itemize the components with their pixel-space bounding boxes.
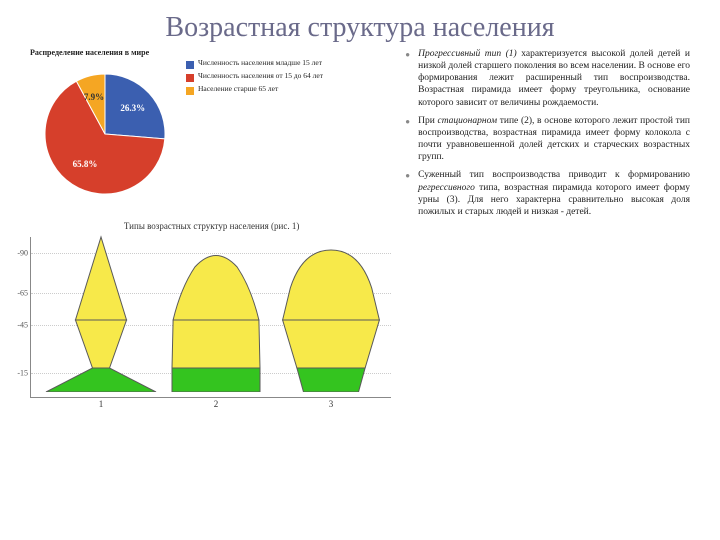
bullet-icon: ● (405, 169, 410, 218)
pyramid-shapes (31, 232, 391, 397)
bullet-text-3: Суженный тип воспроизводства приводит к … (418, 169, 690, 218)
pie-title: Распределение населения в мире (30, 48, 393, 57)
bullet-text-2: При стационарном типе (2), в основе кото… (418, 115, 690, 164)
bullet-icon: ● (405, 48, 410, 109)
pyramid-chart: -15-45-65-90123 (30, 237, 391, 398)
y-tick: -90 (17, 249, 28, 258)
legend-row: Численность населения от 15 до 64 лет (186, 72, 328, 82)
pie-value: 26.3% (120, 103, 145, 113)
charts-column: Распределение населения в мире 26.3% 65.8… (30, 48, 393, 398)
pie-value: 7.9% (84, 92, 104, 102)
pie-legend: Численность населения младше 15 лет Числе… (186, 59, 328, 98)
pie-value: 65.8% (73, 159, 98, 169)
pyramid-title: Типы возрастных структур населения (рис.… (30, 221, 393, 231)
text-column: ● Прогрессивный тип (1) характеризуется … (405, 48, 690, 398)
legend-row: Численность населения младше 15 лет (186, 59, 328, 69)
y-tick: -45 (17, 321, 28, 330)
bullet-icon: ● (405, 115, 410, 164)
page-title: Возрастная структура населения (30, 12, 690, 44)
x-tick: 3 (329, 399, 334, 409)
x-tick: 2 (214, 399, 219, 409)
y-tick: -65 (17, 289, 28, 298)
pie-chart: 26.3% 65.8% 7.9% (30, 59, 180, 209)
x-tick: 1 (99, 399, 104, 409)
y-tick: -15 (17, 369, 28, 378)
bullet-text-1: Прогрессивный тип (1) характеризуется вы… (418, 48, 690, 109)
legend-row: Население старше 65 лет (186, 85, 328, 95)
